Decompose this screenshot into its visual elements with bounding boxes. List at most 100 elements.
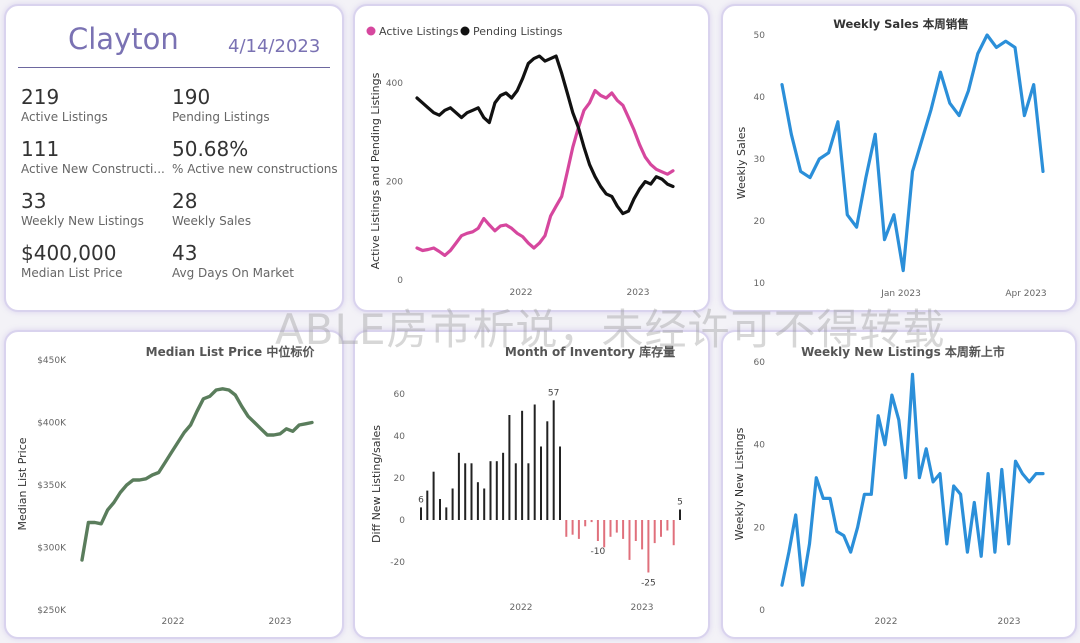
data-label: -10 (591, 547, 606, 557)
kpi-value: 28 (172, 189, 198, 213)
kpi-avg-days-on-market: 43 Avg Days On Market (172, 241, 294, 281)
bar (445, 507, 448, 520)
weekly-sales-chart-card: Weekly Sales 本周销售 10 20 30 40 50 Jan 2023 Apr 2… (721, 4, 1077, 312)
bar (495, 461, 498, 520)
chart-title: Month of Inventory 库存量 (505, 344, 675, 359)
y-axis-label: Diff New Listing/sales (370, 425, 383, 543)
series-line-0 (415, 88, 675, 257)
y-tick-label: 20 (754, 217, 766, 227)
y-tick-label: 10 (754, 279, 766, 289)
y-tick-label: $450K (37, 356, 67, 366)
kpi-median-list-price: $400,000 Median List Price (21, 241, 123, 281)
y-tick-label: 200 (386, 178, 403, 188)
city-name: Clayton (68, 22, 179, 56)
x-tick-label: 2022 (510, 288, 533, 298)
bar (603, 520, 606, 548)
kpi-weekly-sales: 28 Weekly Sales (172, 189, 251, 229)
bar (470, 463, 473, 520)
kpi-label: % Active new constructions (172, 162, 338, 176)
active-pending-chart: Active Listings Pending Listings 0 200 400 20… (366, 25, 675, 298)
chart-title: Weekly New Listings 本周新上市 (801, 344, 1005, 359)
bar (432, 471, 435, 520)
kpi-label: Active Listings (21, 110, 108, 124)
kpi-value: 33 (21, 189, 47, 213)
bar (590, 520, 593, 523)
inventory-chart: Month of Inventory 库存量 -20 0 20 40 60 2022 2023… (370, 344, 683, 613)
kpi-label: Median List Price (21, 266, 123, 280)
kpi-active-new-construction: 111 Active New Constructi... (21, 137, 165, 177)
bar (596, 520, 599, 541)
bar (672, 520, 675, 546)
kpi-value: 219 (21, 85, 60, 109)
bar (615, 520, 618, 533)
y-axis-label: Weekly Sales (735, 126, 748, 199)
series-line-0 (780, 33, 1045, 273)
y-tick-label: 20 (394, 474, 406, 484)
bar (508, 415, 511, 520)
y-tick-label: $400K (37, 419, 67, 429)
x-tick-label: 2023 (269, 617, 292, 627)
bar (565, 520, 568, 537)
bar (483, 488, 486, 520)
series-line-0 (780, 372, 1045, 587)
bar (552, 400, 555, 520)
y-tick-label: 0 (397, 276, 403, 286)
kpi-pct-new-construction: 50.68% % Active new constructions (172, 137, 338, 177)
x-tick-label: 2023 (631, 603, 654, 613)
series-line-1 (415, 54, 675, 216)
bar (426, 490, 429, 520)
kpi-active-listings: 219 Active Listings (21, 85, 108, 125)
title-divider (18, 67, 330, 68)
y-axis-label: Weekly New Listings (733, 427, 746, 540)
kpi-pending-listings: 190 Pending Listings (172, 85, 270, 125)
bar (609, 520, 612, 537)
bar (527, 463, 530, 520)
bar (559, 446, 561, 520)
report-date: 4/14/2023 (228, 36, 321, 57)
bar (653, 520, 656, 544)
y-tick-label: 400 (386, 79, 403, 89)
legend-marker (460, 26, 470, 36)
bar (622, 520, 625, 539)
bar (660, 520, 662, 537)
bar (533, 404, 536, 520)
y-axis-label: Median List Price (16, 437, 29, 530)
data-label: 57 (548, 388, 559, 398)
y-axis-label: Active Listings and Pending Listings (369, 72, 382, 269)
data-label: 5 (677, 498, 683, 508)
x-tick-label: Apr 2023 (1005, 289, 1046, 299)
x-tick-label: 2023 (998, 617, 1021, 627)
y-tick-label: 40 (754, 93, 766, 103)
kpi-label: Weekly New Listings (21, 214, 144, 228)
bar (502, 452, 505, 520)
bar (584, 520, 587, 527)
new-listings-chart: Weekly New Listings 本周新上市 0 20 40 60 2022 2023… (733, 344, 1045, 627)
chart-title: Median List Price 中位标价 (146, 344, 316, 359)
bar (540, 446, 542, 520)
bar (571, 520, 574, 535)
x-tick-label: 2022 (162, 617, 185, 627)
y-tick-label: $300K (37, 544, 67, 554)
bar (457, 452, 460, 520)
bar (628, 520, 631, 560)
legend-marker (366, 26, 376, 36)
bar (634, 520, 637, 541)
y-tick-label: 30 (754, 155, 766, 165)
y-tick-label: 40 (754, 441, 766, 451)
y-tick-label: 60 (754, 358, 766, 368)
data-label: 6 (418, 495, 424, 505)
bar (521, 410, 524, 520)
y-tick-label: $350K (37, 481, 67, 491)
kpi-label: Avg Days On Market (172, 266, 294, 280)
new-listings-chart-card: Weekly New Listings 本周新上市 0 20 40 60 2022 2023… (721, 330, 1077, 639)
y-tick-label: -20 (390, 558, 405, 568)
y-tick-label: 50 (754, 31, 766, 41)
legend-label: Active Listings (379, 25, 459, 38)
bar (679, 509, 681, 520)
kpi-card: Clayton 4/14/2023 219 Active Listings 19… (4, 4, 344, 312)
chart-title: Weekly Sales 本周销售 (833, 17, 969, 31)
x-tick-label: 2023 (627, 288, 650, 298)
bar (476, 482, 479, 520)
y-tick-label: 0 (759, 606, 765, 616)
bar (464, 463, 467, 520)
